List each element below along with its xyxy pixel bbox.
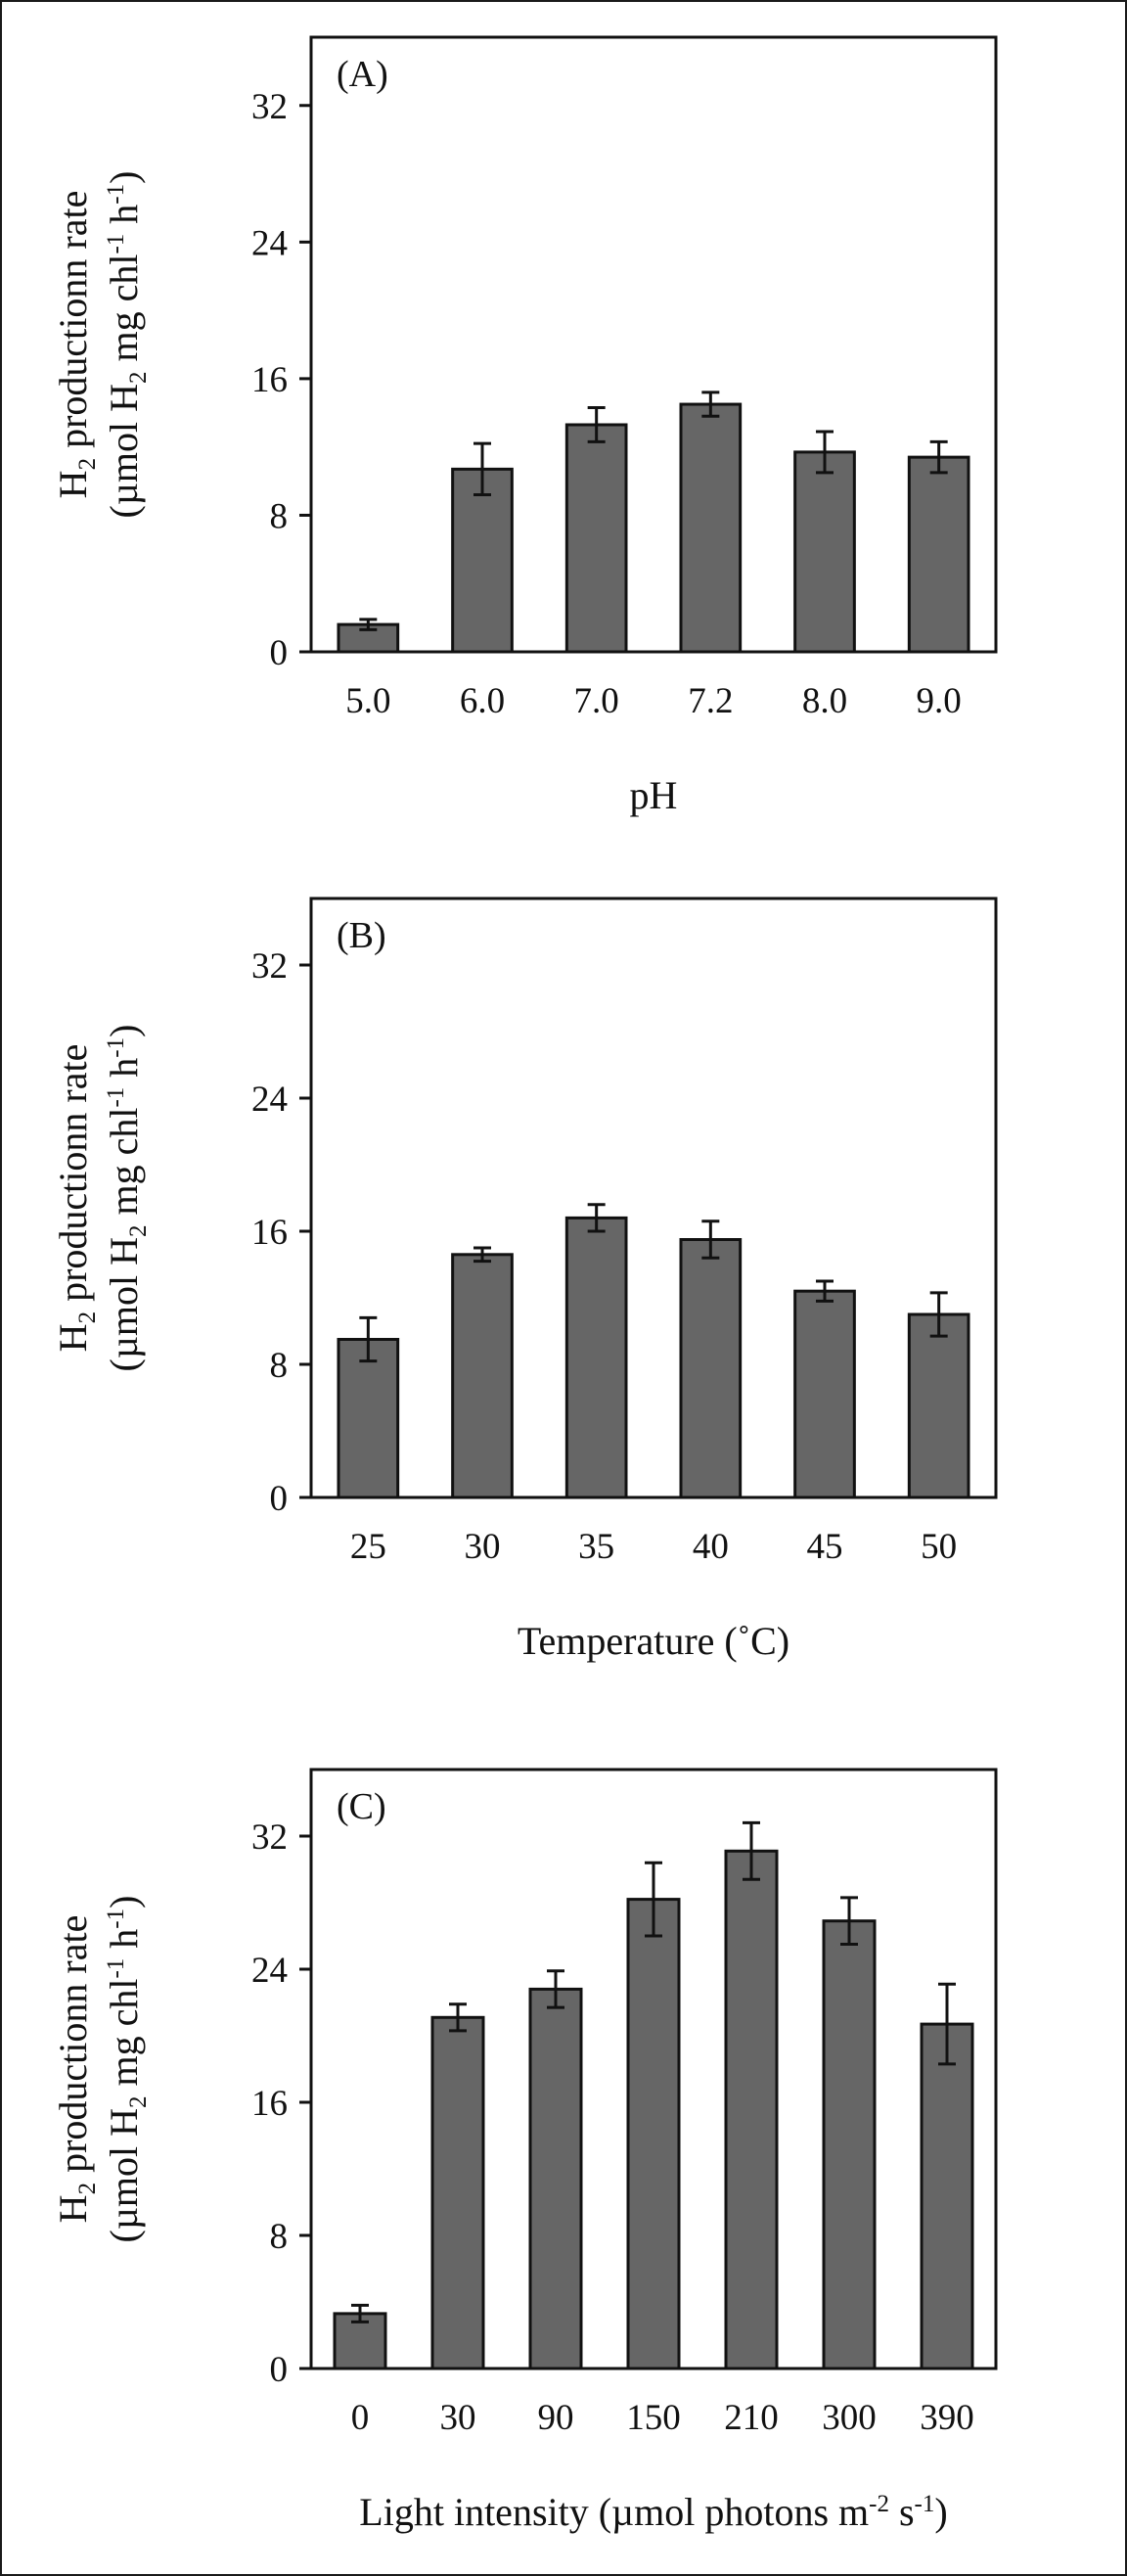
y-tick-label: 24 [251,1080,288,1120]
chart-panel-1: 0 8 16 24 32 5.0 6.0 7.0 7.2 8.0 9.0 (A) pH H2 produc… [51,35,998,817]
y-axis-label: H2 productionn rate (µmol H2 mg chl-1 h-1… [51,1896,152,2243]
y-tick-label: 32 [251,946,288,987]
y-axis-label-line1: H2 productionn rate [51,1915,101,2224]
y-tick-label: 16 [251,1213,288,1253]
bar [679,1238,743,1499]
y-tick-label: 16 [251,360,288,400]
plot-area [309,897,998,1499]
x-axis-label: pH [630,773,678,817]
chart-panel-3: 0 8 16 24 32 0 30 90 150 210 300 390 (C) Light intens… [51,1768,998,2534]
y-axis-label-line1: H2 productionn rate [51,191,101,499]
x-tick-label: 50 [921,1527,957,1567]
bar [564,1216,628,1499]
bar [822,1919,877,2370]
x-tick-label: 150 [626,2398,681,2438]
bar [564,423,628,654]
y-tick-label: 0 [270,633,289,673]
bar [793,1289,856,1499]
x-tick-label: 30 [465,1527,501,1567]
y-axis-label: H2 productionn rate (µmol H2 mg chl-1 h-1… [51,171,152,519]
y-tick-label: 8 [270,1346,289,1386]
x-tick-label: 40 [693,1527,729,1567]
x-tick-label: 7.0 [574,681,619,721]
y-tick-label: 0 [270,2350,289,2390]
bar [724,1849,779,2370]
bar [920,2022,974,2370]
bar [626,1898,681,2370]
y-axis-label-line2: (µmol H2 mg chl-1 h-1) [102,171,152,519]
x-tick-label: 390 [920,2398,974,2438]
plot-area [309,35,998,654]
x-tick-label: 210 [724,2398,779,2438]
x-tick-label: 9.0 [917,681,962,721]
y-axis-label-line1: H2 productionn rate [51,1044,101,1353]
x-tick-label: 300 [822,2398,877,2438]
bar [793,450,856,654]
y-tick-label: 8 [270,2217,289,2257]
bar [451,1253,514,1499]
y-tick-label: 32 [251,87,288,127]
x-tick-label: 5.0 [345,681,390,721]
bar [451,467,514,654]
x-tick-label: 6.0 [460,681,505,721]
y-tick-label: 8 [270,496,289,536]
panel-label: (A) [337,54,388,95]
panel-label: (C) [337,1786,386,1827]
x-tick-label: 45 [807,1527,843,1567]
y-tick-label: 24 [251,1951,288,1991]
bar [679,402,743,654]
y-tick-label: 32 [251,1817,288,1858]
x-tick-label: 8.0 [802,681,847,721]
bar [528,1987,583,2370]
x-tick-label: 7.2 [688,681,733,721]
x-tick-label: 25 [350,1527,386,1567]
y-axis-label: H2 productionn rate (µmol H2 mg chl-1 h-1… [51,1025,152,1372]
panel-label: (B) [337,915,386,956]
bar [430,2015,485,2370]
x-tick-label: 30 [440,2398,476,2438]
x-tick-label: 0 [351,2398,370,2438]
bar [337,1338,400,1499]
x-axis-label: Light intensity (µmol photons m-2 s-1) [359,2490,947,2534]
y-tick-label: 24 [251,223,288,263]
y-tick-label: 16 [251,2084,288,2124]
y-tick-label: 0 [270,1479,289,1519]
x-tick-label: 90 [538,2398,574,2438]
x-axis-label: Temperature (˚C) [518,1619,789,1663]
y-axis-label-line2: (µmol H2 mg chl-1 h-1) [102,1896,152,2243]
chart-panel-2: 0 8 16 24 32 25 30 35 40 45 50 (B) Temperature (˚C) H… [51,897,998,1663]
bar [907,1312,970,1499]
x-tick-label: 35 [578,1527,614,1567]
y-axis-label-line2: (µmol H2 mg chl-1 h-1) [102,1025,152,1372]
bar [907,455,970,654]
